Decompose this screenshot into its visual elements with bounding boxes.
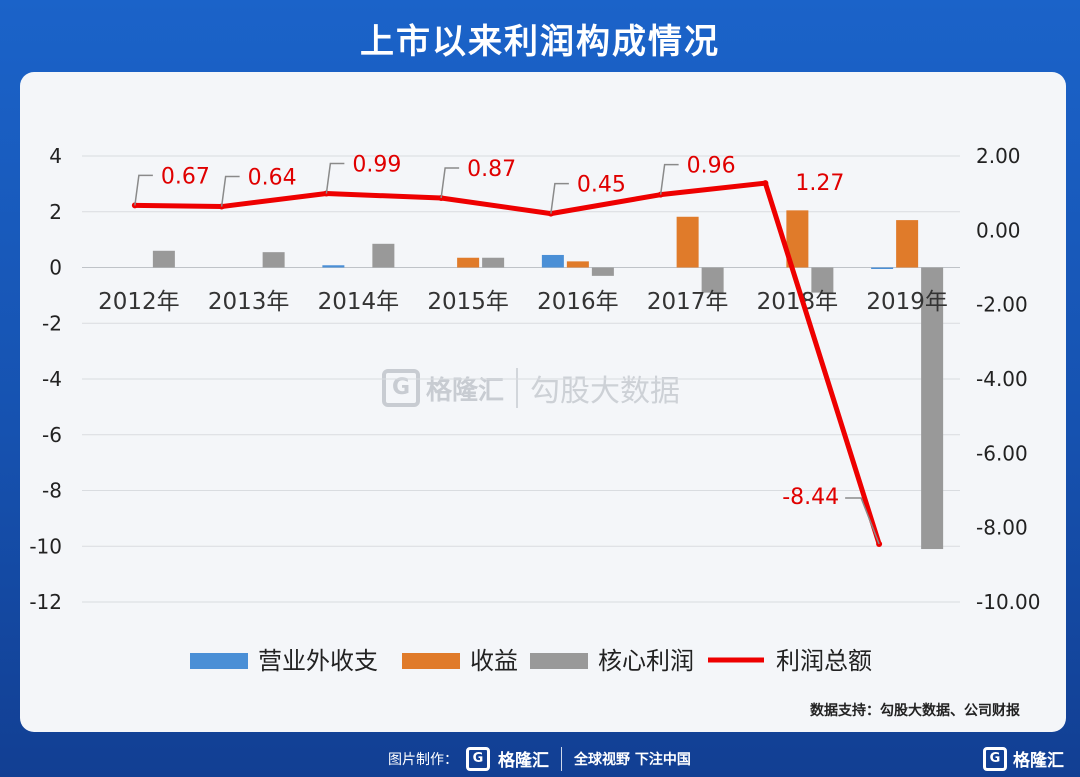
total-profit-data-label: 1.27 — [795, 171, 844, 196]
bar-income — [457, 257, 480, 268]
data-label-leader — [550, 182, 569, 214]
data-label-leader — [845, 497, 880, 545]
watermark-brand: 格隆汇 — [426, 375, 505, 406]
watermark-logo-icon: G — [382, 369, 420, 407]
left-axis-tick-label: -10 — [29, 534, 62, 558]
bar-income — [786, 210, 809, 268]
bars — [152, 210, 944, 550]
data-source: 数据支持：勾股大数据、公司财报 — [810, 703, 1020, 719]
right-axis-tick-label: -4.00 — [976, 367, 1028, 391]
total-profit-data-label: 0.96 — [687, 154, 736, 179]
total-profit-point — [762, 180, 769, 187]
total-profit-polyline — [134, 180, 882, 545]
bar-core-profit — [152, 250, 175, 268]
bar-core-profit — [811, 267, 834, 293]
bar-core-profit — [482, 257, 505, 268]
x-axis-tick-label: 2017年 — [647, 289, 729, 315]
legend-swatch — [190, 653, 248, 669]
legend-label: 收益 — [470, 647, 518, 675]
watermark-text: 勾股大数据 — [530, 374, 681, 409]
right-axis-tick-label: -2.00 — [976, 293, 1028, 317]
footer-right-brand: 格隆汇 — [1013, 751, 1064, 771]
left-axis-tick-label: 0 — [49, 256, 62, 280]
bar-nonoperating — [871, 267, 894, 269]
total-profit-data-label: 0.87 — [467, 157, 516, 182]
right-axis-tick-label: -6.00 — [976, 441, 1028, 465]
right-axis-tick-label: -8.00 — [976, 516, 1028, 540]
footer-brand: 格隆汇 — [498, 751, 549, 771]
left-axis-tick-label: -2 — [42, 311, 62, 335]
total-profit-data-label: 0.64 — [248, 166, 297, 191]
bar-nonoperating — [541, 254, 564, 268]
watermark-divider — [516, 368, 519, 408]
left-axis-tick-label: -4 — [42, 367, 62, 391]
total-profit-data-label: 0.45 — [577, 173, 626, 198]
legend-swatch — [530, 653, 588, 669]
x-axis-tick-label: 2014年 — [318, 289, 400, 315]
footer: 图片制作： G 格隆汇 全球视野 下注中国 G 格隆汇 — [0, 740, 1080, 777]
footer-divider — [561, 746, 562, 771]
footer-right-logo-icon: G — [983, 746, 1007, 771]
data-label-leader — [220, 175, 240, 207]
footer-logo-icon: G — [466, 746, 490, 771]
x-axis-tick-label: 2016年 — [537, 289, 619, 315]
data-label-leader — [440, 167, 460, 199]
left-axis-tick-label: 2 — [49, 200, 62, 224]
right-axis-tick-label: -10.00 — [976, 590, 1040, 614]
total-profit-data-label: 0.67 — [161, 164, 210, 189]
footer-label: 图片制作： — [388, 751, 458, 768]
data-label-leader — [134, 174, 153, 206]
bar-income — [566, 261, 589, 268]
left-axis-tick-label: -8 — [42, 479, 62, 503]
x-axis-tick-label: 2018年 — [757, 289, 839, 315]
bar-core-profit — [921, 267, 944, 550]
chart-title: 上市以来利润构成情况 — [360, 22, 720, 62]
bar-core-profit — [372, 243, 395, 268]
bar-nonoperating — [322, 265, 345, 268]
data-label-leader — [659, 163, 679, 195]
x-axis-tick-label: 2012年 — [98, 289, 180, 315]
bar-core-profit — [591, 267, 614, 276]
legend-label: 营业外收支 — [258, 647, 378, 675]
right-axis-tick-label: 2.00 — [976, 144, 1021, 168]
x-axis-labels: 2012年 2013年 2014年 2015年 2016年 2017年 2018年 2019年 — [98, 289, 948, 315]
x-axis-tick-label: 2019年 — [866, 289, 948, 315]
data-label-leader — [325, 162, 345, 194]
right-axis-tick-label: 0.00 — [976, 218, 1021, 242]
left-axis-tick-label: -12 — [29, 590, 62, 614]
total-profit-line: 0.67 0.64 0.99 0.87 0.45 0.96 1.27 -8.44 — [131, 153, 883, 548]
x-axis-tick-label: 2015年 — [427, 289, 509, 315]
bar-core-profit — [262, 252, 285, 268]
watermark: G 格隆汇 勾股大数据 — [382, 366, 680, 410]
bar-income — [676, 216, 699, 268]
total-profit-data-label: 0.99 — [352, 153, 401, 178]
legend-swatch — [402, 653, 460, 669]
left-axis-tick-label: 4 — [49, 144, 62, 168]
legend-label: 利润总额 — [776, 647, 872, 675]
x-axis-tick-label: 2013年 — [208, 289, 290, 315]
bar-core-profit — [701, 267, 724, 293]
footer-slogan: 全球视野 下注中国 — [574, 751, 691, 768]
legend-label: 核心利润 — [598, 647, 694, 675]
chart-panel — [20, 72, 1066, 732]
total-profit-data-label: -8.44 — [782, 485, 839, 510]
bar-income — [896, 220, 919, 268]
right-axis-ticks: 2.00 0.00 -2.00 -4.00 -6.00 -8.00 -10.00 — [976, 144, 1040, 614]
left-axis-tick-label: -6 — [42, 423, 62, 447]
legend: 营业外收支 收益 核心利润 利润总额 — [190, 647, 872, 675]
left-axis-ticks: 4 2 0 -2 -4 -6 -8 -10 -12 — [29, 144, 62, 614]
